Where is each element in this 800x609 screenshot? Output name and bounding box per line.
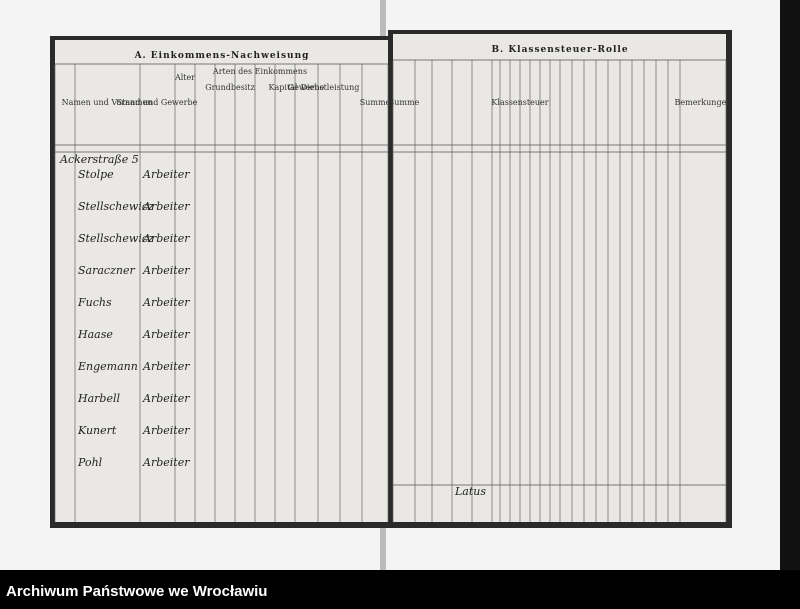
footer-text: Archiwum Państwowe we Wrocławiu — [6, 583, 267, 600]
trade: Arbeiter — [142, 168, 190, 181]
column-header: Klassensteuer — [491, 98, 548, 107]
trade: Arbeiter — [142, 392, 190, 405]
column-header: Summe — [389, 98, 420, 107]
trade: Arbeiter — [142, 296, 190, 309]
name: Saraczner — [78, 264, 135, 277]
trade: Arbeiter — [142, 328, 190, 341]
total-label: Latus — [454, 485, 486, 498]
name: Harbell — [77, 392, 120, 405]
trade: Arbeiter — [142, 232, 190, 245]
column-header: Summe — [360, 98, 391, 107]
column-header: Alter — [174, 73, 195, 82]
left-title: A. Einkommens-Nachweisung — [134, 51, 310, 61]
name: Fuchs — [77, 296, 112, 309]
trade: Arbeiter — [142, 200, 190, 213]
column-header: Kapital — [269, 83, 298, 92]
name: Haase — [77, 328, 113, 341]
street: Ackerstraße 5 — [59, 153, 139, 166]
right-title: B. Klassensteuer-Rolle — [491, 45, 628, 55]
column-header: Namen und Vornamen — [62, 98, 153, 107]
trade: Arbeiter — [142, 424, 190, 437]
column-header: Grundbesitz — [205, 83, 255, 92]
left-page — [55, 40, 388, 522]
name: Stolpe — [78, 168, 114, 181]
trade: Arbeiter — [142, 456, 190, 469]
trade: Arbeiter — [142, 264, 190, 277]
right-page — [393, 34, 726, 522]
column-header: Gewerbe — [288, 83, 325, 92]
column-header: Bemerkungen — [675, 98, 732, 107]
trade: Arbeiter — [142, 360, 190, 373]
edge — [780, 0, 800, 570]
name: Pohl — [77, 456, 103, 469]
name: Stellschewicz — [78, 232, 154, 245]
column-header: Arten des Einkommens — [212, 67, 307, 76]
footer-bar — [0, 570, 800, 609]
column-header: Dienstleistung — [301, 83, 360, 92]
column-header: Stand und Gewerbe — [117, 98, 198, 107]
name: Stellschewicz — [78, 200, 154, 213]
name: Kunert — [77, 424, 117, 437]
name: Engemann — [77, 360, 138, 373]
